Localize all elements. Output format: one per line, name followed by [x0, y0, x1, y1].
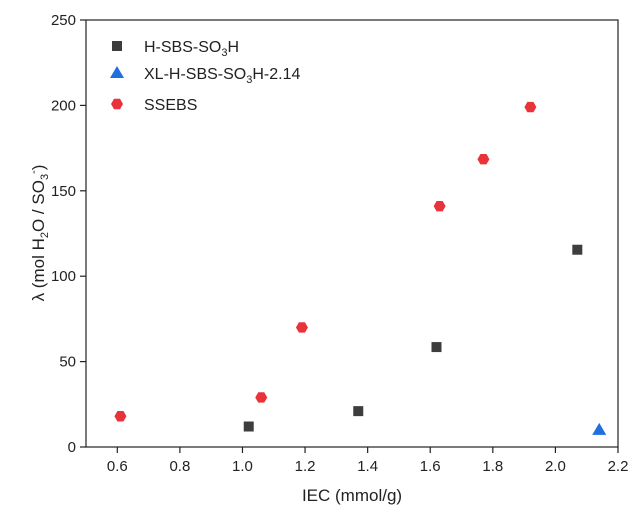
data-point-square — [353, 406, 364, 417]
legend: H-SBS-SO3​H XL-H-SBS-SO3​H-2.14 SSEBS — [110, 39, 301, 114]
data-point-square — [572, 244, 583, 255]
x-tick-label: 1.2 — [295, 458, 316, 475]
text-run: ) — [29, 165, 48, 171]
y-tick-label: 250 — [51, 12, 76, 29]
data-point-hexagon — [114, 411, 127, 422]
text-run: H-2.14 — [252, 66, 300, 83]
x-tick-label: 0.8 — [169, 458, 190, 475]
subscript: 3 — [39, 174, 51, 180]
y-axis-title: λ (mol H2​O / SO3​-​) — [28, 165, 51, 302]
y-tick-label: 0 — [68, 439, 76, 456]
x-tick-label: 1.6 — [420, 458, 441, 475]
subscript: 3 — [246, 74, 252, 86]
data-point-square — [431, 342, 442, 353]
y-tick-label: 50 — [59, 354, 76, 371]
legend-label: SSEBS — [144, 97, 197, 114]
x-tick-label: 1.0 — [232, 458, 253, 475]
data-point-hexagon — [524, 101, 537, 113]
x-tick-label: 2.2 — [608, 458, 629, 475]
data-points — [114, 101, 607, 435]
x-tick-label: 2.0 — [545, 458, 566, 475]
x-axis-title: IEC (mmol/g) — [302, 486, 402, 505]
data-point-hexagon — [433, 200, 446, 212]
subscript: 2 — [39, 232, 51, 238]
y-tick-label: 200 — [51, 97, 76, 114]
legend-label: H-SBS-SO3​H — [144, 39, 239, 59]
data-point-square — [243, 421, 254, 432]
text-run: O / SO — [29, 180, 48, 232]
text-run: H — [227, 39, 239, 56]
data-point-hexagon — [477, 154, 490, 165]
subscript: 3 — [221, 47, 227, 59]
data-point-triangle — [592, 422, 607, 435]
y-axis-ticks: 0 50 100 150 200 250 — [51, 12, 86, 456]
data-point-hexagon — [255, 392, 268, 403]
legend-marker-hexagon — [111, 98, 123, 110]
data-point-hexagon — [295, 322, 308, 333]
text-run: SSEBS — [144, 97, 197, 114]
text-run: λ (mol H — [29, 238, 48, 301]
y-tick-label: 100 — [51, 268, 76, 285]
superscript: - — [28, 170, 40, 174]
text-run: H-SBS-SO — [144, 39, 221, 56]
legend-marker-triangle — [110, 66, 124, 78]
x-tick-label: 0.6 — [107, 458, 128, 475]
legend-label: XL-H-SBS-SO3​H-2.14 — [144, 66, 301, 86]
text-run: XL-H-SBS-SO — [144, 66, 246, 83]
x-tick-label: 1.8 — [482, 458, 503, 475]
legend-marker-square — [112, 41, 122, 51]
y-tick-label: 150 — [51, 183, 76, 200]
x-tick-label: 1.4 — [357, 458, 378, 475]
plot-frame — [85, 19, 619, 448]
x-axis-ticks: 0.6 0.8 1.0 1.2 1.4 1.6 1.8 2.0 2.2 — [107, 447, 629, 475]
